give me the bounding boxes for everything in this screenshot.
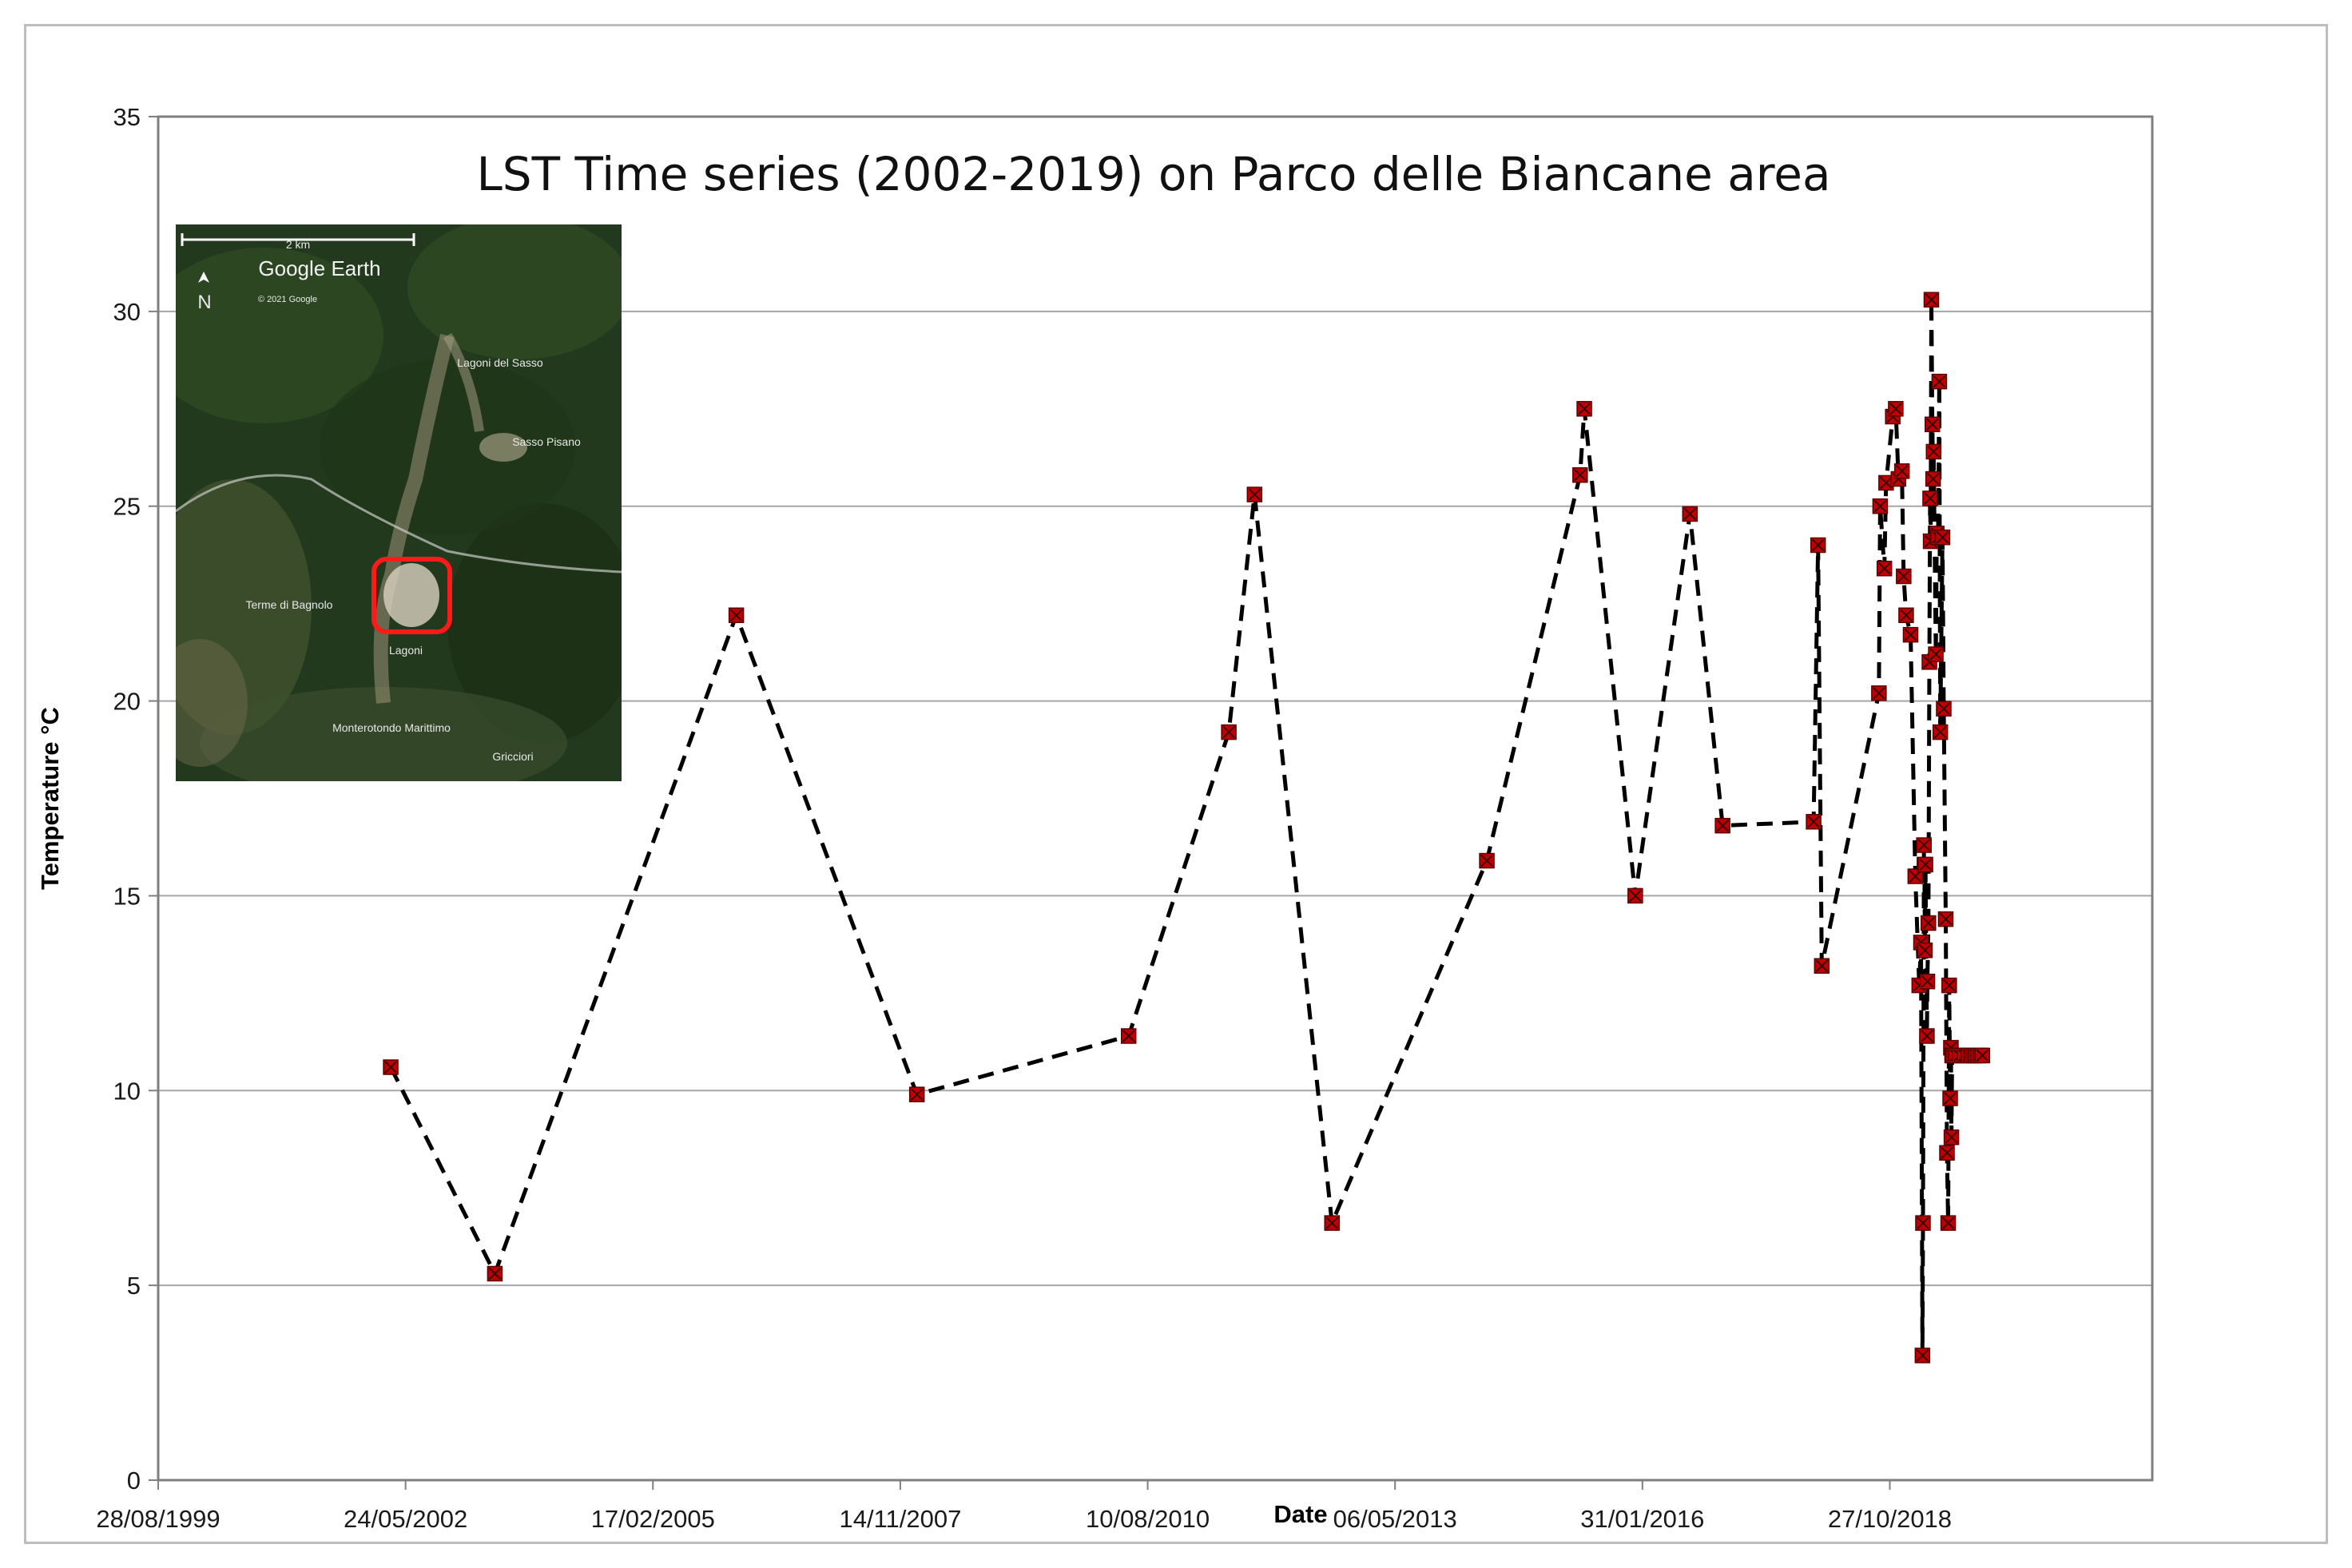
x-tick-label: 27/10/2018 [1828, 1505, 1952, 1533]
x-tick-label: 24/05/2002 [344, 1505, 467, 1533]
x-axis-ticks: 28/08/1999 24/05/2002 17/02/2005 14/11/2007… [96, 1480, 1952, 1533]
plot-area-border [157, 115, 2154, 1482]
data-point-marker [1814, 958, 1830, 974]
place-lagoni: Lagoni [389, 644, 423, 657]
x-tick-label: 10/08/2010 [1086, 1505, 1210, 1533]
data-point-marker [1942, 1090, 1958, 1106]
data-point-marker [1934, 529, 1951, 546]
data-point-marker [1917, 856, 1933, 873]
data-point-marker [1916, 837, 1932, 853]
data-point-marker [1871, 685, 1887, 701]
x-tick-label: 06/05/2013 [1333, 1505, 1457, 1533]
x-tick-label: 14/11/2007 [839, 1505, 961, 1533]
data-point-marker [1941, 977, 1957, 994]
data-point-marker [1907, 868, 1924, 884]
y-axis-title: Temperature °C [36, 707, 64, 890]
data-point-marker [1936, 701, 1952, 717]
google-earth-logo: Google Earth [258, 256, 380, 280]
x-tick-label: 31/01/2016 [1580, 1505, 1704, 1533]
data-point-marker [1324, 1215, 1340, 1231]
data-point-marker [1928, 646, 1944, 662]
highlight-box [371, 557, 452, 634]
y-tick-label: 0 [127, 1467, 141, 1495]
data-point-marker [1714, 817, 1730, 834]
data-point-marker [1914, 1348, 1931, 1364]
copyright: © 2021 Google [258, 295, 317, 304]
series-line [388, 300, 1983, 1356]
data-point-marker [1806, 814, 1822, 830]
inset-satellite-map: 2 km Google Earth N © 2021 Google Lagoni… [176, 224, 622, 781]
x-axis-title: Date [1273, 1500, 1327, 1528]
y-tick-label: 10 [113, 1077, 141, 1105]
data-point-marker [908, 1086, 925, 1102]
place-sasso-pisano: Sasso Pisano [512, 435, 581, 448]
data-point-marker [1925, 443, 1942, 460]
x-tick-label: 28/08/1999 [96, 1505, 220, 1533]
data-point-marker [1627, 887, 1643, 904]
data-point-marker [1902, 626, 1919, 643]
data-point-marker [1939, 1145, 1955, 1161]
data-point-marker [1931, 373, 1948, 390]
data-point-marker [1876, 560, 1893, 577]
data-point-marker [1922, 490, 1938, 506]
data-point-marker [1120, 1028, 1137, 1044]
data-point-marker [1896, 568, 1912, 585]
y-axis-ticks: 0 5 10 15 20 25 30 35 [113, 103, 158, 1495]
y-tick-label: 30 [113, 298, 141, 326]
y-tick-label: 15 [113, 882, 141, 910]
data-point-marker [1919, 1028, 1935, 1044]
data-point-marker [1888, 401, 1904, 417]
data-point-marker [1221, 724, 1237, 740]
data-point-marker [728, 607, 745, 624]
data-point-marker [1919, 973, 1936, 990]
data-point-marker [1682, 506, 1698, 522]
data-point-marker [1940, 1215, 1957, 1231]
data-point-marker [1246, 486, 1263, 502]
data-point-marker [383, 1059, 399, 1075]
y-tick-label: 5 [127, 1272, 141, 1300]
data-point-marker [1921, 915, 1937, 931]
data-point-marker [1576, 401, 1592, 417]
chart-title: LST Time series (2002-2019) on Parco del… [476, 147, 1830, 201]
data-point-marker [1932, 724, 1949, 740]
north-arrow-icon [198, 272, 209, 283]
north-label: N [197, 292, 211, 313]
data-point-marker [1872, 498, 1889, 514]
data-point-marker [1893, 463, 1910, 479]
scale-label: 2 km [286, 238, 310, 251]
place-terme-di-bagnolo: Terme di Bagnolo [246, 598, 333, 611]
data-point-marker [487, 1265, 503, 1282]
data-point-marker [1923, 292, 1940, 308]
y-tick-label: 25 [113, 493, 141, 521]
place-monterotondo-marittimo: Monterotondo Marittimo [332, 721, 451, 734]
data-point-marker [1943, 1129, 1960, 1145]
data-point-marker [1898, 607, 1914, 624]
data-point-marker [1917, 942, 1933, 959]
data-point-marker [1925, 470, 1941, 487]
data-point-marker [1937, 911, 1954, 927]
data-point-marker [1810, 537, 1826, 554]
y-tick-label: 20 [113, 688, 141, 716]
place-lagoni-del-sasso: Lagoni del Sasso [457, 356, 543, 369]
x-tick-label: 17/02/2005 [591, 1505, 715, 1533]
data-markers [383, 292, 1991, 1364]
data-point-marker [1924, 416, 1941, 433]
y-tick-label: 35 [113, 103, 141, 131]
data-point-marker [1572, 466, 1588, 483]
data-point-marker [1974, 1047, 1991, 1064]
data-point-marker [1479, 852, 1495, 869]
place-gricciori: Gricciori [492, 750, 533, 763]
data-point-marker [1915, 1215, 1931, 1231]
